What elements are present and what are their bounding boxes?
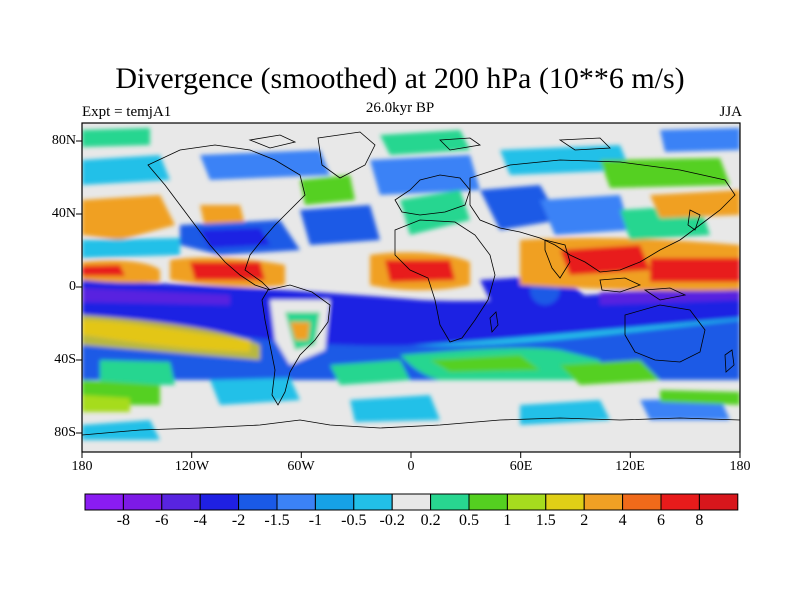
colorbar-swatch [314,493,355,511]
colorbar-tick-label: 1 [503,512,512,529]
lat-label-40n: 40N [51,206,76,221]
lon-label-180w: 180 [71,459,93,474]
colorbar-tick-label: 8 [695,512,704,529]
colorbar-swatch [660,493,700,511]
colorbar-tick-label: -1.5 [264,512,290,529]
lat-label-80n: 80N [51,133,76,148]
colorbar-tick-label: 1.5 [535,512,556,529]
colorbar-tick-label: 0.2 [420,512,441,529]
colorbar-swatch [122,493,163,511]
contour-field [82,123,740,452]
colorbar-swatch [583,493,624,511]
page-title: Divergence (smoothed) at 200 hPa (10**6 … [115,62,685,95]
colorbar-tick-label: -1 [308,512,323,529]
time-label: 26.0kyr BP [365,100,435,116]
lon-label-60e: 60E [509,459,533,474]
colorbar-tick-label: -2 [231,512,246,529]
colorbar-tick-label: -0.5 [341,512,367,529]
colorbar-swatch [161,493,201,511]
colorbar-tick-label: -8 [116,512,131,529]
axis-ticks [76,140,741,458]
colorbar-tick-label: 4 [618,512,627,529]
colorbar-tick-label: -4 [193,512,207,529]
lon-label-120e: 120E [615,459,645,474]
colorbar-swatch [506,493,547,511]
lat-label-80s: 80S [54,425,76,440]
lat-label-40s: 40S [54,352,76,367]
colorbar-swatch [199,493,240,511]
experiment-label: Expt = temjA1 [82,104,172,120]
colorbar-tick-label: 6 [657,512,665,529]
colorbar-swatch [698,493,739,511]
colorbar-tick-label: 2 [580,512,589,529]
colorbar-swatch [622,493,662,511]
colorbar-swatch [84,493,124,511]
season-label: JJA [719,104,742,120]
colorbar-tick-label: -0.2 [379,512,405,529]
colorbar-swatch [238,493,278,511]
colorbar-swatch [545,493,585,511]
colorbar-swatch [353,493,393,511]
lat-label-0: 0 [69,279,76,294]
colorbar-tick-label: 0.5 [459,512,479,529]
colorbar-swatch [391,493,432,511]
lon-label-60w: 60W [287,459,315,474]
coastlines [82,131,740,436]
lon-label-180e: 180 [729,459,751,474]
lon-label-0: 0 [407,459,415,474]
lon-label-120w: 120W [174,459,210,474]
colorbar-swatch [468,493,508,511]
colorbar-swatch [276,493,316,511]
colorbar-tick-label: -6 [155,512,169,529]
colorbar [84,493,739,511]
colorbar-swatch [430,493,470,511]
